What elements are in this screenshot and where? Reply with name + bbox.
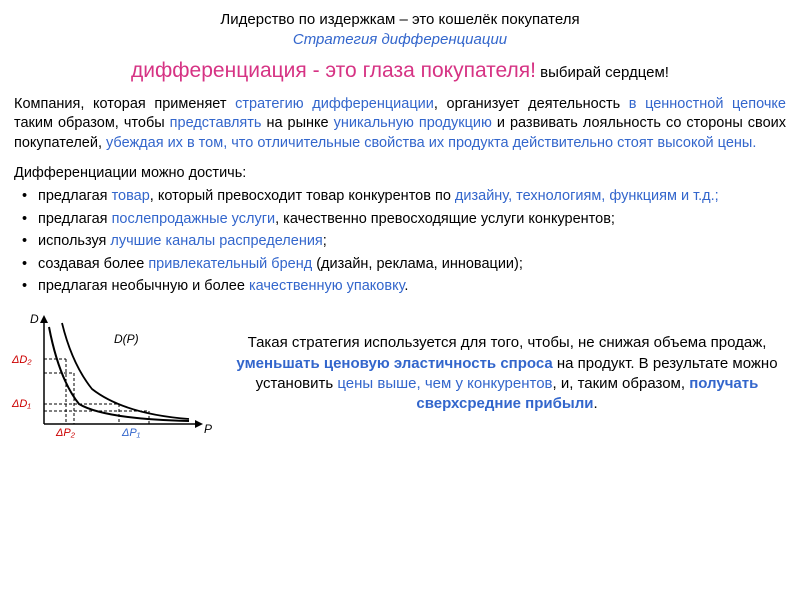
bottom-row: D P D(P) ΔD₂ ΔD₁ ΔP₂ ΔP₁ Такая стратегия… [14, 309, 786, 439]
list-intro: Дифференциации можно достичь: [14, 164, 786, 184]
li-text: , качественно превосходящие услуги конку… [275, 211, 615, 227]
li-text: предлагая необычную и более [38, 278, 249, 294]
bottom-description: Такая стратегия используется для того, ч… [228, 333, 786, 414]
li-text: . [404, 278, 408, 294]
paragraph-1: Компания, которая применяет стратегию ди… [14, 95, 786, 154]
p1-b5: убеждая их в том, что отличительные свой… [106, 135, 756, 151]
bd-t1: Такая стратегия используется для того, ч… [248, 334, 767, 351]
li-text: , который превосходит товар конкурентов … [150, 188, 455, 204]
li-text: предлагая [38, 188, 112, 204]
axis-p-label: P [204, 421, 212, 437]
dp1-label: ΔP₁ [122, 426, 140, 441]
top-line: Лидерство по издержкам – это кошелёк пок… [14, 10, 786, 30]
dd1-label: ΔD₁ [12, 397, 31, 412]
p1-t4: на рынке [266, 115, 333, 131]
dp2-label: ΔP₂ [56, 426, 75, 441]
list-item: предлагая послепродажные услуги, качеств… [20, 210, 786, 230]
p1-t3: таким образом, чтобы [14, 115, 170, 131]
bd-t4: . [593, 395, 597, 412]
li-text: ; [323, 233, 327, 249]
headline-pink: дифференциация - это глаза покупателя! [131, 59, 536, 82]
li-text: предлагая [38, 211, 112, 227]
list-item: предлагая товар, который превосходит тов… [20, 187, 786, 207]
li-blue: качественную упаковку [249, 278, 404, 294]
li-text: создавая более [38, 256, 148, 272]
p1-b1: стратегию дифференциации [235, 96, 434, 112]
headline: дифференциация - это глаза покупателя! в… [14, 57, 786, 85]
bullet-list: предлагая товар, который превосходит тов… [14, 187, 786, 297]
bd-t3: , и, таким образом, [553, 375, 690, 392]
bd-b1: уменьшать ценовую эластичность спроса [236, 355, 552, 372]
headline-black: выбирай сердцем! [536, 64, 669, 81]
li-text: используя [38, 233, 110, 249]
p1-b3: представлять [170, 115, 267, 131]
li-blue: дизайну, технологиям, функциям и т.д.; [455, 188, 719, 204]
demand-chart: D P D(P) ΔD₂ ΔD₁ ΔP₂ ΔP₁ [14, 309, 214, 439]
curve-label: D(P) [114, 331, 139, 347]
p1-b2: в ценностной цепочке [629, 96, 786, 112]
bd-b2: цены выше, чем у конкурентов [337, 375, 552, 392]
list-item: предлагая необычную и более качественную… [20, 277, 786, 297]
list-item: используя лучшие каналы распределения; [20, 232, 786, 252]
li-blue: лучшие каналы распределения [110, 233, 322, 249]
p1-b4: уникальную продукцию [334, 115, 497, 131]
li-blue: послепродажные услуги [112, 211, 276, 227]
li-blue: привлекательный бренд [148, 256, 316, 272]
p1-t2: , организует деятельность [434, 96, 629, 112]
p1-t1: Компания, которая применяет [14, 96, 235, 112]
li-blue: товар [112, 188, 150, 204]
axis-d-label: D [30, 311, 39, 327]
dd2-label: ΔD₂ [12, 353, 32, 368]
li-text: (дизайн, реклама, инновации); [316, 256, 523, 272]
list-item: создавая более привлекательный бренд (ди… [20, 255, 786, 275]
subtitle: Стратегия дифференциации [14, 30, 786, 50]
